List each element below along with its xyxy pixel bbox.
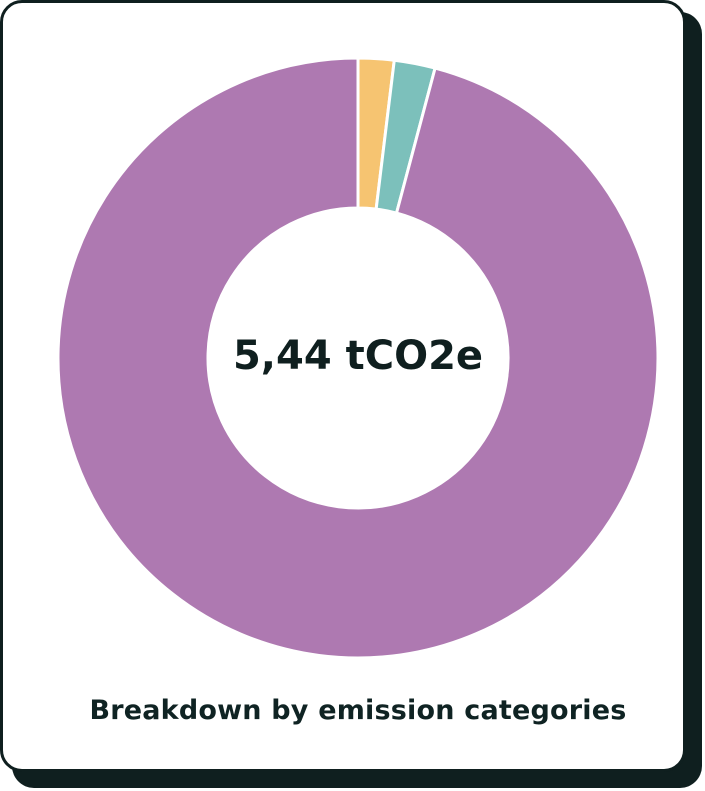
- total-emissions-label: 5,44 tCO2e: [233, 333, 483, 379]
- chart-caption: Breakdown by emission categories: [89, 695, 627, 726]
- donut-slices: [56, 56, 660, 660]
- donut-slice-3: [56, 56, 660, 660]
- donut-chart-svg: 5,44 tCO2e: [56, 56, 660, 660]
- donut-chart: 5,44 tCO2e: [3, 3, 689, 683]
- chart-card: 5,44 tCO2e Breakdown by emission categor…: [0, 0, 686, 772]
